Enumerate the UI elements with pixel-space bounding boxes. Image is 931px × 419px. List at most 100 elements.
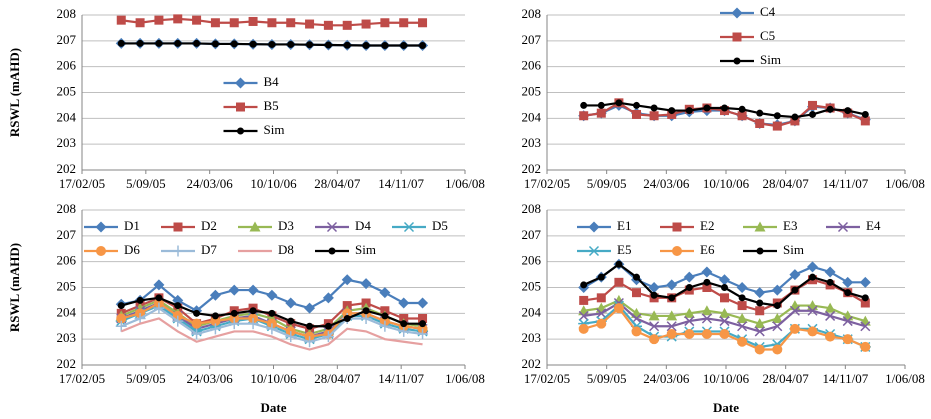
marker [362, 307, 370, 315]
x-tick-label: 14/11/07 [378, 371, 424, 386]
marker [287, 40, 295, 48]
marker [342, 20, 352, 30]
marker [597, 101, 605, 109]
marker [285, 331, 297, 343]
marker [209, 289, 221, 301]
y-tick-label: 204 [57, 304, 77, 319]
marker [756, 299, 764, 307]
marker [596, 108, 606, 118]
marker [229, 18, 239, 28]
legend-label: E5 [617, 242, 631, 257]
x-tick-label: 24/03/06 [187, 176, 234, 191]
x-tick-label: 24/03/06 [643, 176, 690, 191]
y-tick-label: 205 [522, 278, 542, 293]
marker [737, 111, 747, 121]
x-tick-label: 5/09/05 [126, 371, 166, 386]
marker [756, 109, 764, 117]
y-tick-label: 208 [57, 6, 77, 21]
marker [649, 321, 660, 332]
y-tick-label: 208 [57, 201, 77, 216]
x-tick-label: 10/10/06 [703, 371, 750, 386]
marker [247, 284, 259, 296]
x-axis-label: Date [713, 400, 739, 415]
legend-marker [756, 247, 764, 255]
marker [615, 99, 623, 107]
marker [807, 305, 818, 316]
y-tick-label: 202 [522, 161, 542, 176]
marker [117, 39, 125, 47]
marker [703, 104, 711, 112]
legend-label: B4 [264, 74, 280, 89]
legend-marker [733, 57, 741, 65]
marker [191, 328, 203, 340]
legend-marker [837, 221, 849, 233]
marker [322, 292, 334, 304]
y-tick-label: 207 [57, 32, 77, 47]
legend-marker [672, 246, 682, 256]
legend: B4 B5 Sim [223, 74, 284, 137]
legend-marker [249, 221, 261, 232]
legend-label: C5 [760, 28, 775, 43]
y-tick-label: 206 [522, 253, 542, 268]
marker [580, 281, 588, 289]
marker [685, 284, 693, 291]
legend-marker [328, 247, 336, 255]
marker [809, 273, 817, 281]
marker [861, 294, 869, 302]
marker [323, 20, 333, 30]
x-tick-label: 17/02/05 [524, 176, 570, 191]
y-tick-label: 205 [57, 278, 77, 293]
legend-label: D2 [201, 218, 217, 233]
legend-marker [237, 127, 244, 135]
marker [701, 266, 713, 278]
marker [400, 41, 408, 49]
y-axis-label: RSWL (mAHD) [7, 48, 22, 137]
marker [701, 329, 712, 339]
legend-marker [96, 246, 106, 256]
marker [287, 317, 295, 325]
marker [755, 306, 765, 316]
marker [807, 261, 819, 273]
marker [155, 39, 163, 47]
marker [324, 322, 332, 330]
marker [632, 109, 641, 119]
marker [209, 323, 221, 335]
marker [211, 312, 219, 320]
x-tick-label: 17/02/05 [59, 176, 105, 191]
x-tick-label: 5/09/05 [587, 176, 627, 191]
x-tick-label: 1/06/08 [445, 371, 485, 386]
marker [379, 320, 391, 332]
marker [286, 18, 296, 28]
marker [754, 287, 766, 299]
marker [789, 269, 801, 281]
marker [230, 309, 238, 317]
marker [701, 305, 713, 316]
x-tick-label: 28/04/07 [314, 371, 361, 386]
y-tick-label: 207 [57, 227, 77, 242]
marker [266, 289, 278, 301]
marker [683, 271, 695, 283]
marker [790, 116, 800, 126]
legend: D1 D2 D3 D4 D5 D6 D7 D8 Sim [84, 218, 448, 257]
y-tick-label: 206 [57, 58, 77, 73]
marker [860, 321, 871, 332]
legend-label: D1 [124, 218, 140, 233]
marker [304, 336, 316, 348]
legend-label: Sim [760, 52, 781, 67]
marker [842, 334, 853, 345]
marker [419, 320, 427, 328]
x-tick-label: 1/06/08 [885, 176, 925, 191]
x-tick-label: 24/03/06 [187, 371, 234, 386]
marker [174, 302, 182, 310]
legend-label: D4 [355, 218, 371, 233]
legend: E1 E2 E3 E4 E5 E6 Sim [577, 218, 881, 257]
marker [648, 310, 660, 321]
marker [172, 315, 184, 327]
legend-label: D8 [278, 242, 294, 257]
legend-marker [588, 245, 600, 257]
marker [825, 310, 836, 321]
y-tick-label: 207 [522, 32, 542, 47]
marker [596, 318, 607, 329]
